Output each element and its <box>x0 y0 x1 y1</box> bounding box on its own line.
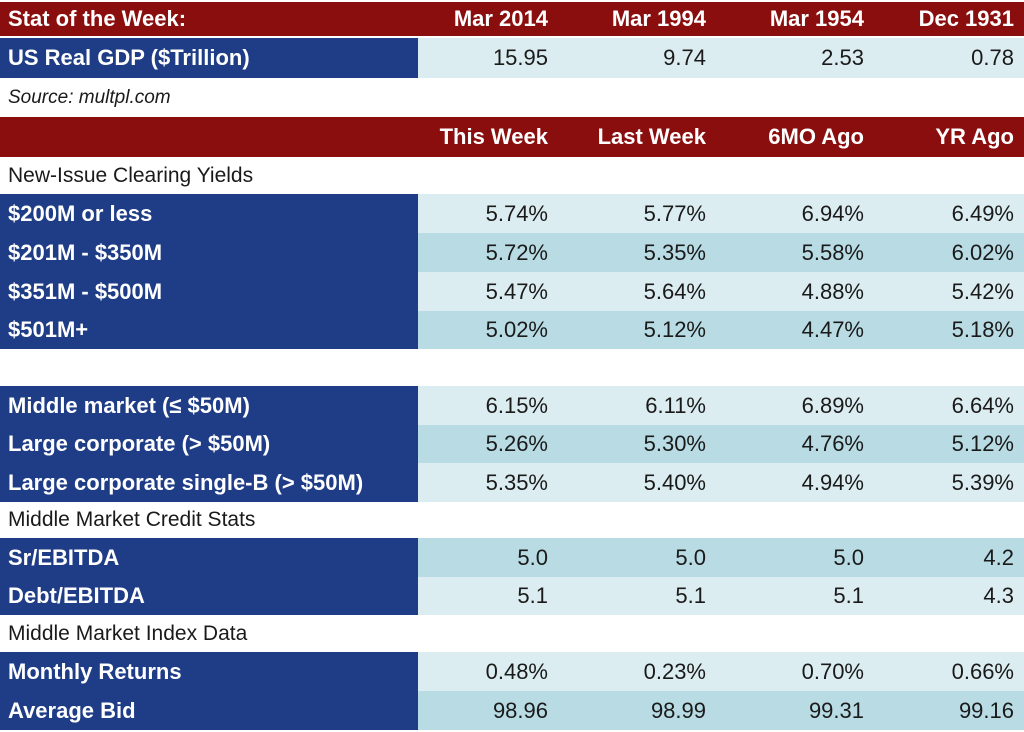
row-value: 5.0 <box>418 538 558 577</box>
source-row: Source: multpl.com <box>0 80 1024 116</box>
main-header-blank <box>0 117 418 157</box>
row-value: 6.89% <box>716 386 874 425</box>
table-row: Middle market (≤ $50M) 6.15% 6.11% 6.89%… <box>0 386 1024 425</box>
row-value: 5.1 <box>716 577 874 615</box>
row-value: 6.11% <box>558 386 716 425</box>
row-value: 5.35% <box>418 463 558 502</box>
table-row: Monthly Returns 0.48% 0.23% 0.70% 0.66% <box>0 652 1024 691</box>
main-header-row: This Week Last Week 6MO Ago YR Ago <box>0 117 1024 157</box>
row-label: Large corporate single-B (> $50M) <box>0 463 418 502</box>
row-value: 6.02% <box>874 233 1024 272</box>
table-row: $351M - $500M 5.47% 5.64% 4.88% 5.42% <box>0 272 1024 311</box>
table-row: $200M or less 5.74% 5.77% 6.94% 6.49% <box>0 194 1024 233</box>
row-value: 5.77% <box>558 194 716 233</box>
row-value: 6.49% <box>874 194 1024 233</box>
row-value: 5.58% <box>716 233 874 272</box>
row-value: 4.88% <box>716 272 874 311</box>
section-new-issue: New-Issue Clearing Yields <box>8 163 254 187</box>
row-label: Debt/EBITDA <box>0 577 418 615</box>
row-label: Sr/EBITDA <box>0 538 418 577</box>
main-header-last-week: Last Week <box>597 124 706 149</box>
row-label: Monthly Returns <box>0 652 418 691</box>
row-value: 5.26% <box>418 425 558 463</box>
row-label: $501M+ <box>0 311 418 349</box>
row-value: 4.2 <box>874 538 1024 577</box>
row-value: 4.76% <box>716 425 874 463</box>
gdp-value-2: 9.74 <box>558 38 716 78</box>
row-label: Large corporate (> $50M) <box>0 425 418 463</box>
row-value: 5.39% <box>874 463 1024 502</box>
row-value: 5.12% <box>874 425 1024 463</box>
row-value: 5.18% <box>874 311 1024 349</box>
stat-header-col-4: Dec 1931 <box>918 6 1014 31</box>
row-value: 0.23% <box>558 652 716 691</box>
row-value: 6.64% <box>874 386 1024 425</box>
section-row: Middle Market Credit Stats <box>0 502 1024 538</box>
row-value: 6.15% <box>418 386 558 425</box>
table-row: Large corporate single-B (> $50M) 5.35% … <box>0 463 1024 502</box>
table-row: Average Bid 98.96 98.99 99.31 99.16 <box>0 691 1024 730</box>
row-value: 4.3 <box>874 577 1024 615</box>
row-value: 5.42% <box>874 272 1024 311</box>
main-header-this-week: This Week <box>439 124 548 149</box>
row-label: $200M or less <box>0 194 418 233</box>
gdp-value-3: 2.53 <box>716 38 874 78</box>
table-row: $501M+ 5.02% 5.12% 4.47% 5.18% <box>0 311 1024 349</box>
row-value: 5.1 <box>418 577 558 615</box>
row-value: 5.40% <box>558 463 716 502</box>
section-index-data: Middle Market Index Data <box>8 621 248 645</box>
row-value: 99.31 <box>716 691 874 730</box>
stat-header-col-1: Mar 2014 <box>453 6 548 31</box>
row-value: 99.16 <box>874 691 1024 730</box>
gdp-label: US Real GDP ($Trillion) <box>0 38 418 78</box>
row-value: 98.99 <box>558 691 716 730</box>
main-header-6mo-ago: 6MO Ago <box>768 124 864 149</box>
row-value: 5.0 <box>716 538 874 577</box>
stat-header-col-2: Mar 1994 <box>611 6 706 31</box>
stat-header-col-3: Mar 1954 <box>769 6 864 31</box>
row-label: $201M - $350M <box>0 233 418 272</box>
stat-header-title: Stat of the Week: <box>8 6 187 31</box>
row-label: Average Bid <box>0 691 418 730</box>
gdp-value-1: 15.95 <box>418 38 558 78</box>
table-row: Large corporate (> $50M) 5.26% 5.30% 4.7… <box>0 425 1024 463</box>
row-value: 6.94% <box>716 194 874 233</box>
table-row: Sr/EBITDA 5.0 5.0 5.0 4.2 <box>0 538 1024 577</box>
row-value: 5.0 <box>558 538 716 577</box>
row-label: $351M - $500M <box>0 272 418 311</box>
row-value: 5.30% <box>558 425 716 463</box>
row-value: 5.1 <box>558 577 716 615</box>
section-credit-stats: Middle Market Credit Stats <box>8 508 256 531</box>
row-value: 0.66% <box>874 652 1024 691</box>
row-value: 98.96 <box>418 691 558 730</box>
gdp-value-4: 0.78 <box>874 38 1024 78</box>
table-row: $201M - $350M 5.72% 5.35% 5.58% 6.02% <box>0 233 1024 272</box>
table-row: Debt/EBITDA 5.1 5.1 5.1 4.3 <box>0 577 1024 615</box>
gdp-row: US Real GDP ($Trillion) 15.95 9.74 2.53 … <box>0 38 1024 78</box>
row-value: 5.12% <box>558 311 716 349</box>
row-value: 0.48% <box>418 652 558 691</box>
row-value: 5.64% <box>558 272 716 311</box>
row-value: 5.74% <box>418 194 558 233</box>
row-value: 0.70% <box>716 652 874 691</box>
row-label: Middle market (≤ $50M) <box>0 386 418 425</box>
section-row: Middle Market Index Data <box>0 615 1024 652</box>
row-value: 5.02% <box>418 311 558 349</box>
row-value: 5.47% <box>418 272 558 311</box>
row-value: 4.47% <box>716 311 874 349</box>
stat-header-row: Stat of the Week: Mar 2014 Mar 1994 Mar … <box>0 2 1024 36</box>
source-note: Source: multpl.com <box>8 87 171 108</box>
main-header-yr-ago: YR Ago <box>935 124 1014 149</box>
section-row: New-Issue Clearing Yields <box>0 157 1024 194</box>
row-value: 5.35% <box>558 233 716 272</box>
row-value: 5.72% <box>418 233 558 272</box>
row-value: 4.94% <box>716 463 874 502</box>
